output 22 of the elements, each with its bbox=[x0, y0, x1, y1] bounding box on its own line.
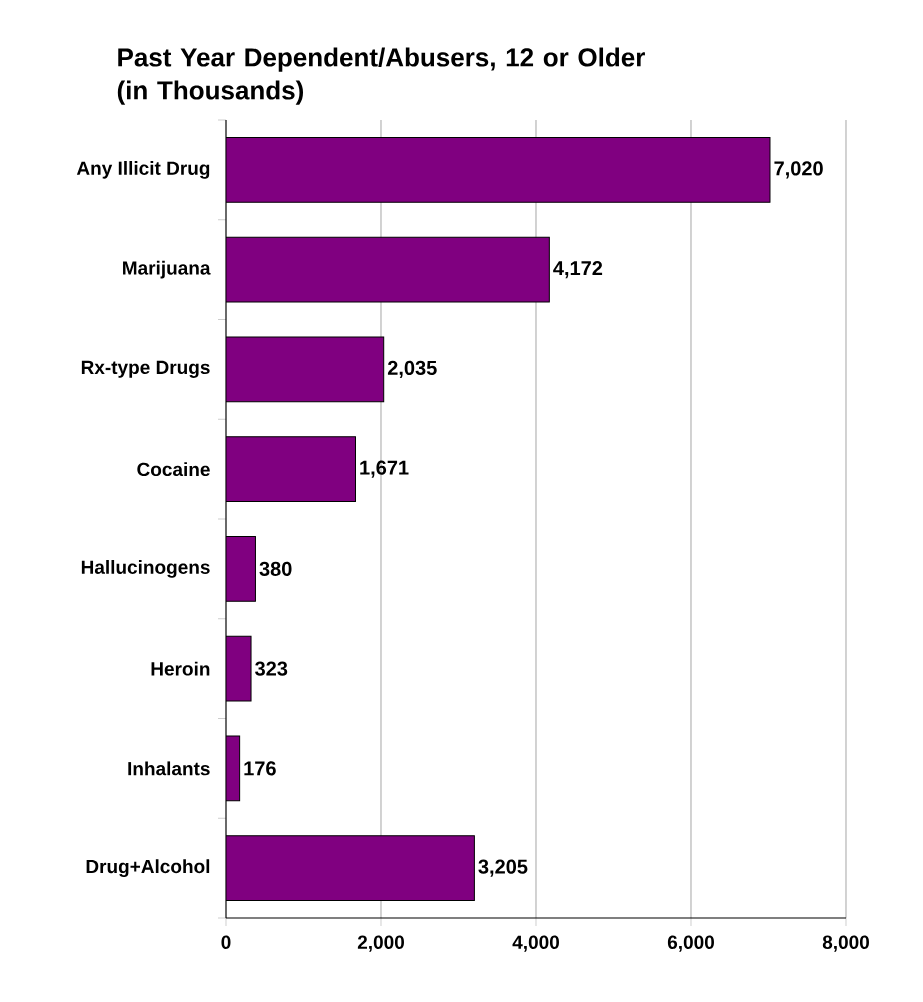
y-tick-label: Marijuana bbox=[123, 260, 211, 279]
y-tick-label: Drug+Alcohol bbox=[86, 859, 210, 878]
chart-title: Past Year Dependent/Abusers, 12 or Older (in Thousands) bbox=[117, 47, 645, 105]
y-tick-label: Inhalants bbox=[128, 761, 210, 776]
y-tick-label: Cocaine bbox=[137, 462, 210, 477]
data-label: 7,020 bbox=[774, 161, 823, 179]
data-label: 176 bbox=[244, 761, 276, 776]
data-label: 323 bbox=[255, 661, 288, 676]
x-tick-label: 4,000 bbox=[512, 935, 559, 952]
y-tick-label: Any Illicit Drug bbox=[76, 160, 210, 179]
y-tick-label: Heroin bbox=[151, 661, 210, 676]
data-label: 3,205 bbox=[478, 859, 528, 877]
y-tick-label: Hallucinogens bbox=[81, 559, 210, 578]
data-label: 1,671 bbox=[360, 460, 409, 478]
x-tick-label: 8,000 bbox=[822, 935, 869, 952]
data-label: 4,172 bbox=[553, 261, 603, 279]
x-tick-label: 2,000 bbox=[357, 935, 404, 952]
x-tick-label: 6,000 bbox=[667, 935, 714, 952]
x-tick-label: 0 bbox=[221, 935, 231, 949]
y-tick-label: Rx-type Drugs bbox=[81, 360, 210, 378]
data-label: 2,035 bbox=[387, 360, 437, 378]
data-label: 380 bbox=[259, 561, 292, 576]
